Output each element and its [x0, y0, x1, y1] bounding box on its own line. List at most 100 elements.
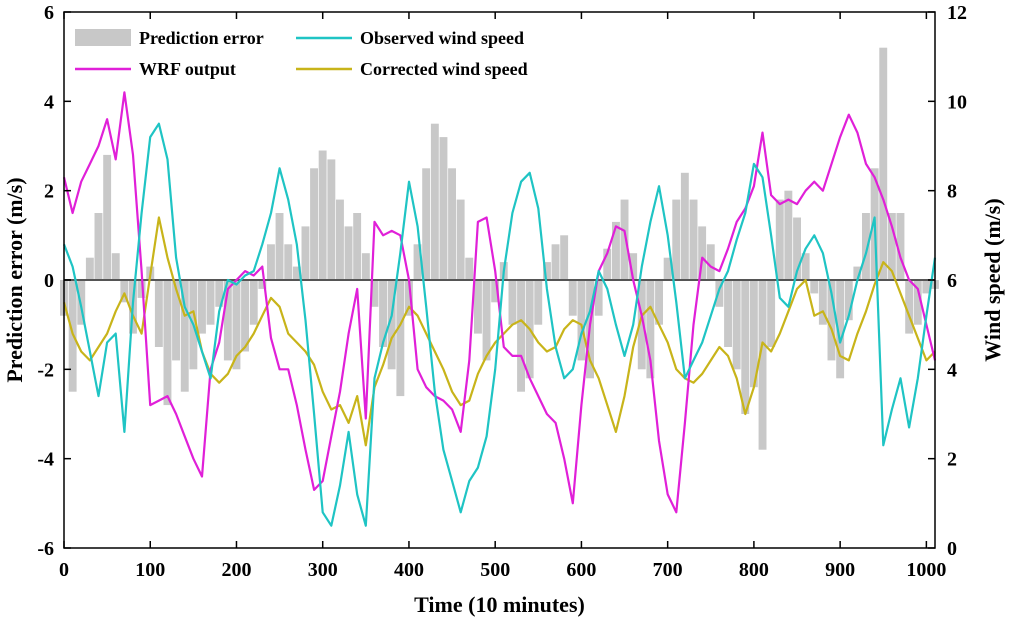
- prediction-error-bar: [508, 280, 517, 325]
- prediction-error-bar: [163, 280, 172, 406]
- prediction-error-bar: [241, 280, 249, 352]
- legend-label-prediction-error: Prediction error: [139, 28, 264, 48]
- prediction-error-bar: [775, 199, 784, 280]
- prediction-error-bar: [292, 266, 301, 280]
- prediction-error-bar: [94, 213, 103, 280]
- prediction-error-bar: [603, 248, 612, 280]
- prediction-error-bar: [206, 280, 215, 325]
- prediction-error-bar: [370, 280, 379, 307]
- series-lines: [62, 91, 937, 527]
- prediction-error-bar: [405, 280, 413, 316]
- legend: Prediction error Observed wind speed WRF…: [75, 28, 528, 79]
- prediction-error-bar: [663, 257, 672, 280]
- prediction-error-bar: [646, 280, 655, 379]
- prediction-error-bar: [137, 280, 146, 298]
- prediction-error-bar: [275, 213, 284, 280]
- prediction-error-bar: [120, 280, 129, 303]
- prediction-error-bar: [111, 253, 120, 280]
- prediction-error-bar: [801, 253, 810, 280]
- right-y-tick-label: 12: [947, 2, 967, 24]
- prediction-error-bar: [379, 280, 387, 347]
- prediction-error-bar: [612, 221, 620, 280]
- x-tick-label: 1000: [906, 559, 946, 581]
- prediction-error-bar: [387, 280, 396, 370]
- right-y-tick-label: 6: [947, 270, 957, 292]
- prediction-error-bar: [267, 244, 275, 280]
- prediction-error-bar: [672, 199, 681, 280]
- right-y-tick-label: 8: [947, 181, 957, 203]
- prediction-error-bar: [456, 199, 465, 280]
- prediction-error-bar: [301, 226, 310, 280]
- prediction-error-bar: [284, 244, 293, 280]
- prediction-error-bar: [327, 159, 336, 280]
- x-tick-label: 100: [135, 559, 165, 581]
- prediction-error-bar: [85, 257, 94, 280]
- prediction-error-bar: [905, 280, 914, 334]
- prediction-error-bar: [534, 280, 543, 325]
- axis-ticks: 0 100 200 300 400 500 600 700 800 900 1000-6-4-202…: [37, 2, 967, 581]
- prediction-error-bar: [836, 280, 845, 379]
- prediction-error-bar: [749, 280, 758, 388]
- left-y-tick-label: -2: [37, 359, 54, 381]
- right-y-tick-label: 0: [947, 538, 957, 560]
- legend-swatch-prediction-error: [75, 29, 131, 46]
- prediction-error-bar: [758, 280, 767, 450]
- prediction-error-bar: [336, 199, 344, 280]
- prediction-error-bar: [680, 172, 689, 280]
- left-y-tick-label: 6: [44, 2, 54, 24]
- prediction-error-bar: [698, 226, 707, 280]
- prediction-error-bar: [310, 168, 318, 280]
- left-y-tick-label: -4: [37, 449, 54, 471]
- prediction-error-bar: [827, 280, 836, 361]
- right-y-axis-label: Wind speed (m/s): [980, 198, 1005, 361]
- prediction-error-bar: [784, 190, 793, 280]
- legend-label-wrf-output: WRF output: [139, 59, 236, 79]
- corrected-wind-speed-line: [62, 216, 936, 447]
- prediction-error-bar: [896, 213, 905, 280]
- prediction-error-bar: [818, 280, 827, 325]
- prediction-error-bar: [198, 280, 206, 334]
- prediction-error-bar: [853, 266, 862, 280]
- prediction-error-bar: [465, 257, 474, 280]
- prediction-error-bar: [396, 280, 405, 397]
- legend-label-observed-wind-speed: Observed wind speed: [360, 28, 524, 48]
- x-tick-label: 500: [480, 559, 510, 581]
- prediction-error-bar: [215, 280, 224, 307]
- prediction-error-bar: [172, 280, 180, 361]
- prediction-error-bar: [430, 123, 439, 280]
- prediction-error-bar: [793, 217, 801, 280]
- x-tick-label: 400: [394, 559, 424, 581]
- prediction-error-bar: [232, 280, 241, 370]
- x-tick-label: 300: [308, 559, 338, 581]
- x-tick-label: 0: [59, 559, 69, 581]
- left-y-axis-label: Prediction error (m/s): [2, 177, 27, 382]
- prediction-error-bar: [594, 280, 603, 316]
- prediction-error-bar: [913, 280, 922, 325]
- prediction-error-bar: [732, 280, 741, 370]
- prediction-error-bar: [655, 280, 663, 325]
- prediction-error-bar: [258, 280, 267, 289]
- x-tick-label: 700: [653, 559, 683, 581]
- prediction-error-bar: [474, 280, 482, 334]
- prediction-error-bar: [577, 280, 586, 361]
- prediction-error-bar: [361, 253, 370, 280]
- prediction-error-bar: [318, 150, 327, 280]
- prediction-error-bar: [353, 213, 362, 280]
- right-y-tick-label: 2: [947, 449, 957, 471]
- prediction-error-bar: [767, 280, 776, 347]
- prediction-error-bar: [922, 280, 931, 294]
- prediction-error-bar: [223, 280, 232, 361]
- prediction-error-bar: [413, 244, 422, 280]
- x-tick-label: 600: [566, 559, 596, 581]
- prediction-error-bar: [810, 280, 819, 294]
- prediction-error-bar: [629, 253, 638, 280]
- prediction-error-bar: [103, 154, 112, 280]
- prediction-error-bar: [491, 280, 500, 303]
- prediction-error-bar: [620, 199, 629, 280]
- prediction-error-bar: [887, 213, 896, 280]
- legend-label-corrected-wind-speed: Corrected wind speed: [360, 59, 528, 79]
- x-axis-label: Time (10 minutes): [414, 592, 585, 617]
- prediction-error-bar: [637, 280, 646, 370]
- prediction-error-bar: [741, 280, 750, 414]
